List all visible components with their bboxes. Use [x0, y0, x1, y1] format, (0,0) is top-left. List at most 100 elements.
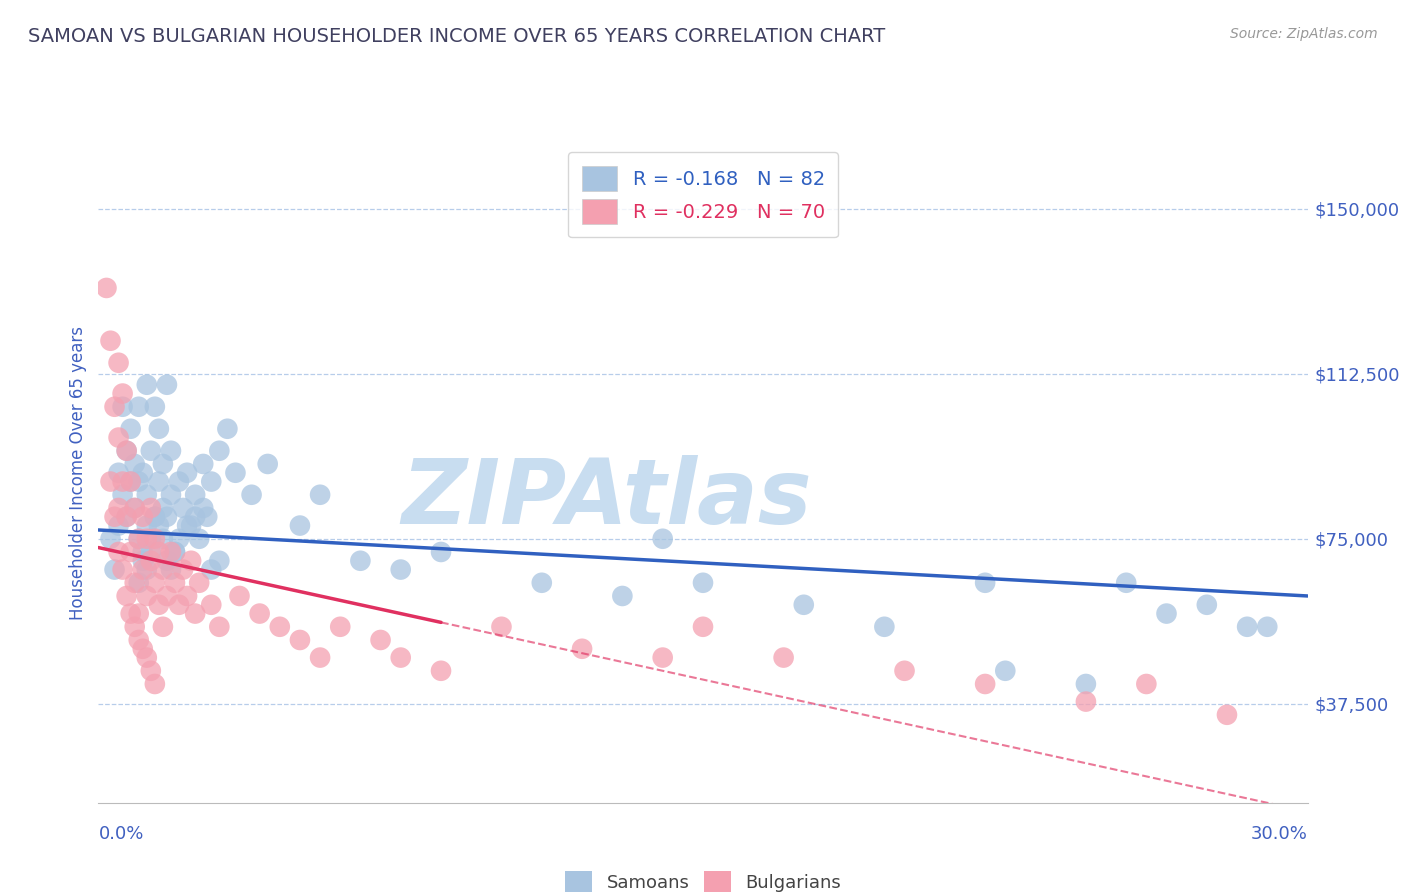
Bulgarians [111, 563, 134, 577]
Samoans [349, 554, 371, 568]
Samoans [172, 500, 194, 515]
Bulgarians [176, 589, 198, 603]
Bulgarians [135, 589, 157, 603]
Samoans [430, 545, 453, 559]
Bulgarians [124, 575, 146, 590]
Samoans [120, 475, 142, 489]
Samoans [167, 475, 190, 489]
Samoans [132, 466, 155, 480]
Samoans [103, 563, 125, 577]
Samoans [156, 554, 179, 568]
Bulgarians [139, 664, 162, 678]
Samoans [135, 518, 157, 533]
Bulgarians [288, 632, 311, 647]
Bulgarians [132, 641, 155, 656]
Samoans [135, 563, 157, 577]
Legend: Samoans, Bulgarians: Samoans, Bulgarians [558, 864, 848, 892]
Bulgarians [135, 650, 157, 665]
Bulgarians [208, 620, 231, 634]
Samoans [163, 545, 186, 559]
Samoans [288, 518, 311, 533]
Samoans [128, 575, 150, 590]
Bulgarians [152, 563, 174, 577]
Bulgarians [107, 431, 129, 445]
Bulgarians [111, 475, 134, 489]
Samoans [143, 509, 166, 524]
Bulgarians [269, 620, 291, 634]
Samoans [651, 532, 673, 546]
Samoans [160, 563, 183, 577]
Samoans [160, 443, 183, 458]
Samoans [132, 545, 155, 559]
Bulgarians [893, 664, 915, 678]
Bulgarians [128, 607, 150, 621]
Bulgarians [1216, 707, 1239, 722]
Bulgarians [132, 563, 155, 577]
Samoans [193, 500, 215, 515]
Bulgarians [200, 598, 222, 612]
Bulgarians [152, 620, 174, 634]
Samoans [148, 422, 170, 436]
Samoans [309, 488, 332, 502]
Bulgarians [180, 554, 202, 568]
Bulgarians [228, 589, 250, 603]
Samoans [208, 554, 231, 568]
Samoans [200, 475, 222, 489]
Bulgarians [1135, 677, 1157, 691]
Bulgarians [1074, 695, 1097, 709]
Samoans [195, 509, 218, 524]
Samoans [163, 545, 186, 559]
Bulgarians [329, 620, 352, 634]
Samoans [156, 509, 179, 524]
Bulgarians [571, 641, 593, 656]
Bulgarians [128, 632, 150, 647]
Bulgarians [167, 598, 190, 612]
Samoans [167, 532, 190, 546]
Bulgarians [128, 532, 150, 546]
Samoans [224, 466, 246, 480]
Samoans [143, 400, 166, 414]
Bulgarians [107, 545, 129, 559]
Bulgarians [139, 500, 162, 515]
Samoans [139, 545, 162, 559]
Bulgarians [143, 677, 166, 691]
Bulgarians [111, 386, 134, 401]
Samoans [124, 500, 146, 515]
Samoans [100, 532, 122, 546]
Samoans [139, 532, 162, 546]
Samoans [530, 575, 553, 590]
Y-axis label: Householder Income Over 65 years: Householder Income Over 65 years [69, 326, 87, 620]
Samoans [135, 377, 157, 392]
Bulgarians [132, 509, 155, 524]
Samoans [111, 488, 134, 502]
Samoans [184, 488, 207, 502]
Bulgarians [120, 545, 142, 559]
Samoans [208, 443, 231, 458]
Bulgarians [115, 589, 138, 603]
Bulgarians [103, 509, 125, 524]
Samoans [188, 532, 211, 546]
Bulgarians [107, 356, 129, 370]
Samoans [160, 488, 183, 502]
Bulgarians [491, 620, 513, 634]
Samoans [184, 509, 207, 524]
Samoans [974, 575, 997, 590]
Bulgarians [124, 620, 146, 634]
Bulgarians [163, 575, 186, 590]
Bulgarians [772, 650, 794, 665]
Bulgarians [100, 334, 122, 348]
Samoans [111, 400, 134, 414]
Samoans [994, 664, 1017, 678]
Bulgarians [430, 664, 453, 678]
Samoans [612, 589, 634, 603]
Bulgarians [309, 650, 332, 665]
Bulgarians [148, 598, 170, 612]
Samoans [152, 532, 174, 546]
Samoans [132, 554, 155, 568]
Bulgarians [135, 532, 157, 546]
Text: ZIPAtlas: ZIPAtlas [401, 455, 811, 543]
Bulgarians [160, 545, 183, 559]
Samoans [152, 500, 174, 515]
Bulgarians [143, 575, 166, 590]
Bulgarians [143, 532, 166, 546]
